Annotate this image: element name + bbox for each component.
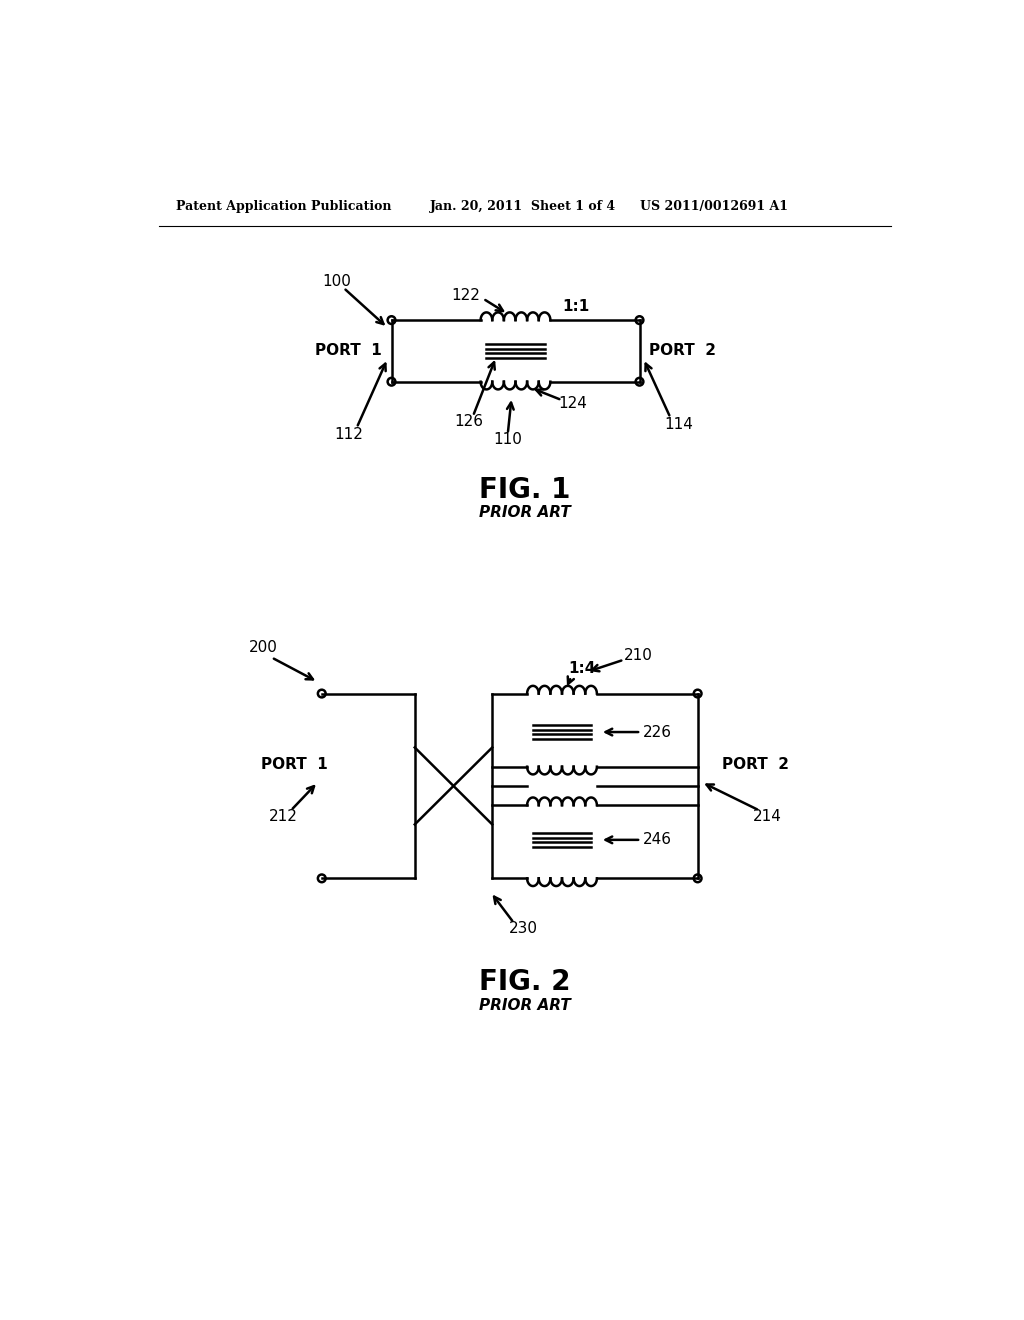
Text: PORT  2: PORT 2 <box>722 756 790 772</box>
Text: PRIOR ART: PRIOR ART <box>479 998 570 1012</box>
Text: 1:4: 1:4 <box>568 661 596 676</box>
Text: 122: 122 <box>452 288 480 304</box>
Text: 124: 124 <box>558 396 587 411</box>
Text: PORT  1: PORT 1 <box>261 756 328 772</box>
Text: 112: 112 <box>335 426 364 442</box>
Text: Patent Application Publication: Patent Application Publication <box>176 199 391 213</box>
Text: 210: 210 <box>624 648 653 663</box>
Text: FIG. 2: FIG. 2 <box>479 969 570 997</box>
Text: PRIOR ART: PRIOR ART <box>479 506 570 520</box>
Text: 212: 212 <box>268 809 297 824</box>
Text: PORT  2: PORT 2 <box>649 343 716 359</box>
Text: 246: 246 <box>643 833 673 847</box>
Text: PORT  1: PORT 1 <box>315 343 382 359</box>
Text: 114: 114 <box>664 417 692 432</box>
Text: 1:1: 1:1 <box>562 298 589 314</box>
Text: 200: 200 <box>249 640 279 655</box>
Text: US 2011/0012691 A1: US 2011/0012691 A1 <box>640 199 787 213</box>
Text: Jan. 20, 2011  Sheet 1 of 4: Jan. 20, 2011 Sheet 1 of 4 <box>430 199 616 213</box>
Text: 110: 110 <box>494 432 522 447</box>
Text: FIG. 1: FIG. 1 <box>479 475 570 503</box>
Text: 100: 100 <box>323 275 351 289</box>
Text: 126: 126 <box>455 414 483 429</box>
Text: 226: 226 <box>643 725 673 739</box>
Text: 230: 230 <box>509 921 538 936</box>
Text: 214: 214 <box>753 809 781 824</box>
